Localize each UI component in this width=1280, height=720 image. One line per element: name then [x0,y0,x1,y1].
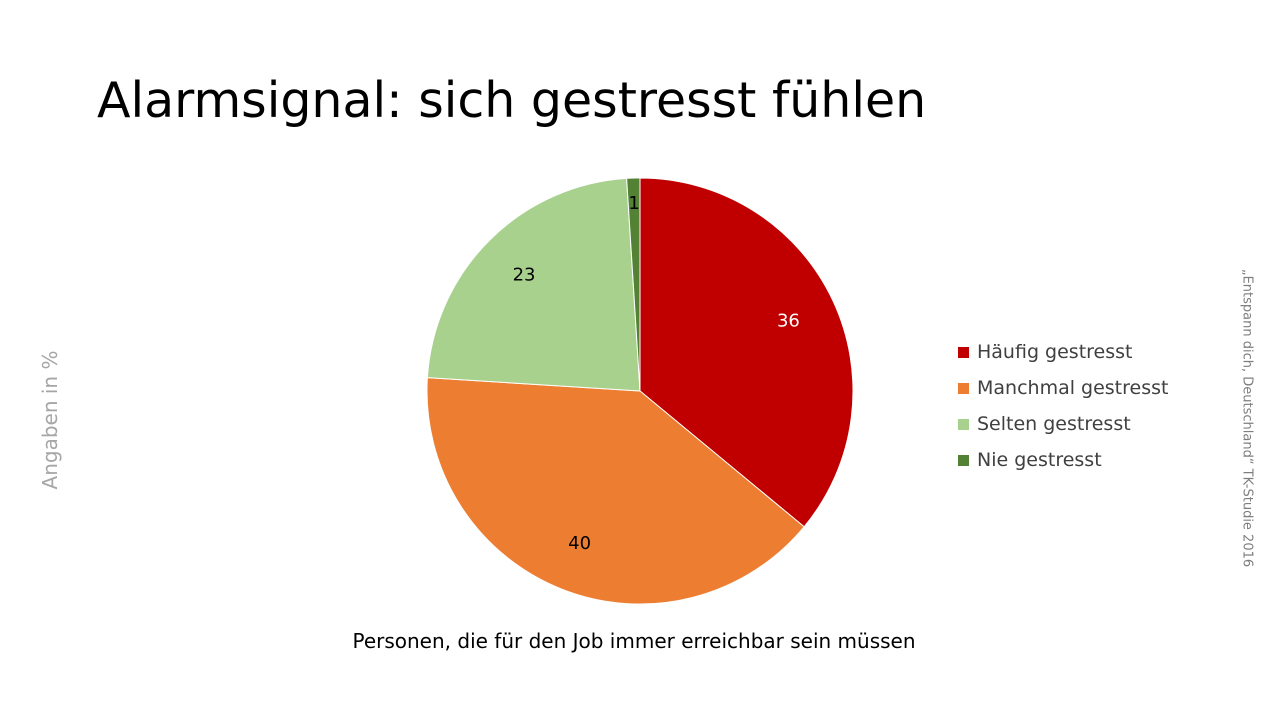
legend-item-selten: Selten gestresst [958,406,1168,442]
data-label-1: 36 [777,311,800,332]
pie-slice-1 [639,177,854,528]
data-label-3: 23 [513,265,536,286]
legend-item-nie: Nie gestresst [958,442,1168,478]
legend-label: Manchmal gestresst [977,377,1169,399]
data-label-4: 1 [628,193,639,214]
legend-label: Selten gestresst [977,413,1131,435]
pie-slice-3 [426,177,641,392]
chart-legend: Häufig gestresst Manchmal gestresst Selt… [958,334,1168,478]
legend-label: Nie gestresst [977,449,1102,471]
legend-swatch [958,382,969,394]
pie-slice-2 [426,377,805,605]
chart-caption: Personen, die für den Job immer erreichb… [352,629,916,653]
data-label-2: 40 [568,533,591,554]
pie-slice-4 [626,177,641,392]
legend-swatch [958,346,969,358]
legend-swatch [958,418,969,430]
legend-item-haeufig: Häufig gestresst [958,334,1168,370]
slide-title: Alarmsignal: sich gestresst fühlen [97,72,927,129]
legend-label: Häufig gestresst [977,341,1133,363]
legend-swatch [958,454,969,466]
legend-item-manchmal: Manchmal gestresst [958,370,1168,406]
